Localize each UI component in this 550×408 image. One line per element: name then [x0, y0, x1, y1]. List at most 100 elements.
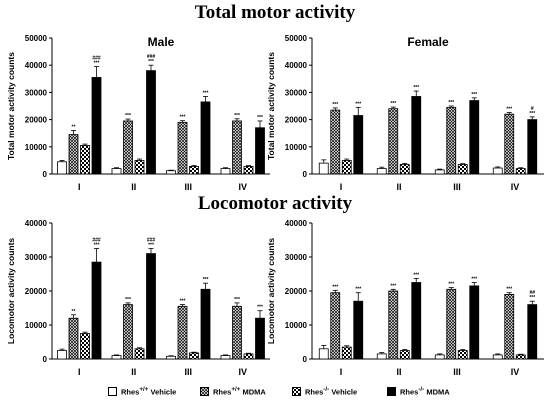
y-tick-label: 20000: [285, 287, 308, 296]
bar: [457, 164, 468, 175]
significance-annotation: ***: [471, 277, 477, 283]
significance-annotation: ###: [147, 54, 156, 60]
x-tick-label: I: [78, 367, 81, 377]
bar: [504, 293, 515, 360]
legend-swatch-white: [108, 386, 117, 396]
y-axis-label: Total motor activity counts: [6, 52, 16, 160]
bar: [353, 300, 364, 360]
significance-annotation: ***: [506, 107, 512, 113]
significance-annotation: ***: [148, 59, 154, 65]
bar: [123, 304, 133, 360]
legend-item-wt-vehicle: Rhes+/+ Vehicle: [108, 386, 176, 397]
legend-swatch-black: [387, 386, 396, 396]
panel-title: Female: [407, 35, 449, 49]
y-tick-label: 20000: [285, 116, 308, 125]
bar: [515, 168, 526, 175]
y-tick-label: 10000: [285, 143, 308, 152]
legend-swatch-crosshatch: [200, 386, 209, 396]
bar: [166, 170, 176, 175]
y-tick-label: 10000: [25, 143, 48, 152]
x-tick-label: III: [184, 367, 192, 377]
x-tick-label: IV: [511, 182, 520, 192]
bar: [57, 350, 67, 360]
bar: [166, 355, 176, 360]
bar: [318, 162, 329, 175]
y-tick-label: 40000: [285, 219, 308, 228]
y-tick-label: 20000: [25, 116, 48, 125]
chart-panel-bottom-left: Locomotor activity counts 0 10000 20000 3000…: [6, 219, 270, 377]
bar: [446, 106, 457, 175]
significance-annotation: ###: [92, 56, 101, 62]
bar: [399, 164, 410, 175]
significance-annotation: #: [531, 106, 534, 112]
bar: [527, 119, 538, 175]
bar: [177, 121, 188, 175]
y-tick-label: 30000: [25, 88, 48, 97]
bar: [68, 134, 79, 175]
y-tick-label: 50000: [285, 34, 308, 43]
bar: [177, 305, 188, 360]
x-tick-label: III: [453, 367, 461, 377]
bar: [353, 115, 364, 175]
x-tick-label: IV: [238, 367, 247, 377]
section-title-locomotor: Locomotor activity: [197, 193, 353, 214]
legend-label: Rhes-/- MDMA: [400, 386, 450, 397]
bar: [200, 101, 211, 175]
chart-panel-top-right: Total motor activity counts Female 0 10000 2…: [266, 34, 544, 192]
x-tick-label: II: [396, 367, 401, 377]
x-tick-label: II: [396, 182, 401, 192]
significance-annotation: ##: [529, 290, 535, 296]
significance-annotation: ***: [448, 282, 454, 288]
significance-annotation: ***: [234, 113, 240, 119]
significance-annotation: ***: [506, 287, 512, 293]
significance-annotation: ***: [94, 61, 100, 67]
chart-panel-top-left: Total motor activity counts Male 0 10000 200…: [6, 34, 270, 192]
bar: [504, 113, 515, 175]
bar: [376, 353, 387, 360]
bar: [134, 159, 145, 175]
significance-annotation: ***: [332, 102, 338, 108]
bar: [111, 355, 122, 360]
significance-annotation: ***: [257, 115, 263, 121]
y-tick-label: 0: [43, 170, 48, 179]
x-tick-label: IV: [511, 367, 520, 377]
bar: [376, 168, 387, 175]
bar: [318, 348, 329, 360]
significance-annotation: ***: [355, 101, 361, 107]
bar: [330, 292, 341, 360]
y-tick-label: 40000: [25, 61, 48, 70]
bar: [232, 120, 242, 175]
bar: [80, 145, 90, 175]
bar: [492, 167, 503, 175]
bar: [146, 253, 156, 360]
bar: [469, 285, 480, 360]
bar: [388, 108, 399, 175]
x-tick-label: I: [340, 182, 343, 192]
legend-swatch-checker: [292, 386, 301, 396]
bar: [91, 77, 102, 175]
y-axis-label: Total motor activity counts: [266, 52, 276, 160]
bar: [255, 317, 265, 360]
x-tick-label: I: [78, 182, 81, 192]
bar: [57, 161, 67, 175]
y-tick-label: 30000: [25, 253, 48, 262]
panel-title: Male: [148, 35, 175, 49]
bar: [446, 288, 457, 360]
bar: [388, 290, 399, 360]
bar: [134, 348, 145, 360]
y-tick-label: 50000: [25, 34, 48, 43]
bar: [91, 261, 102, 360]
bar: [146, 70, 156, 175]
bar: [220, 168, 231, 175]
legend: Rhes+/+ Vehicle Rhes+/+ MDMA Rhes-/- Veh…: [0, 386, 550, 404]
significance-annotation: ***: [390, 283, 396, 289]
x-tick-label: II: [131, 367, 136, 377]
significance-annotation: ***: [203, 90, 209, 96]
significance-annotation: ***: [529, 111, 535, 117]
y-tick-label: 10000: [285, 321, 308, 330]
bar: [341, 346, 352, 360]
y-tick-label: 0: [303, 170, 308, 179]
bar: [434, 169, 445, 175]
significance-annotation: ***: [203, 277, 209, 283]
bar: [243, 353, 254, 360]
